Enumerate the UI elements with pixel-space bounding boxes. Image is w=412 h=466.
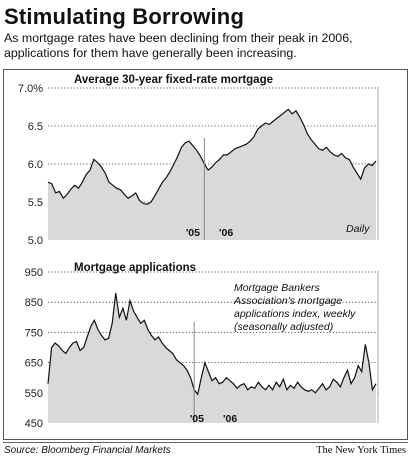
- rate-y-tick-label: 7.0%: [18, 83, 43, 95]
- rate-y-tick-label: 6.5: [28, 121, 43, 133]
- rate-chart: Average 30-year fixed-rate mortgage 5.0 5.…: [18, 74, 380, 247]
- rate-annotation: Daily: [346, 223, 370, 235]
- apps-annotation-line: Association's mortgage: [233, 295, 342, 307]
- rate-chart-title: Average 30-year fixed-rate mortgage: [74, 74, 273, 86]
- apps-annotation-line: Mortgage Bankers: [234, 282, 321, 294]
- apps-y-tick-label: 950: [25, 267, 43, 279]
- apps-chart: Mortgage applications 450 550 650 750 850 950 '…: [25, 262, 380, 430]
- rate-y-tick-label: 6.0: [28, 159, 43, 171]
- graphic-title: Stimulating Borrowing: [4, 4, 245, 29]
- footer-divider: [3, 442, 408, 443]
- apps-series-line: [47, 293, 377, 396]
- rate-x-tick-label: '05: [186, 227, 200, 239]
- credit-line: The New York Times: [316, 445, 406, 456]
- rate-series-line: [47, 108, 377, 205]
- apps-annotation-line: applications index, weekly: [234, 308, 356, 320]
- rate-x-tick-label: '06: [219, 227, 233, 239]
- apps-y-tick-label: 550: [25, 388, 43, 400]
- apps-x-tick-label: '06: [223, 413, 237, 425]
- apps-x-tick-label: '05: [190, 413, 204, 425]
- apps-area: [48, 293, 376, 423]
- apps-y-tick-label: 850: [25, 297, 43, 309]
- apps-y-tick-label: 650: [25, 358, 43, 370]
- chart-frame: [3, 69, 408, 440]
- rate-area: [48, 109, 376, 240]
- apps-y-tick-label: 450: [25, 418, 43, 430]
- apps-annotation-line: (seasonally adjusted): [234, 321, 333, 333]
- rate-y-tick-label: 5.0: [28, 235, 43, 247]
- source-note: Source: Bloomberg Financial Markets: [4, 445, 171, 456]
- graphic-subtitle: As mortgage rates have been declining fr…: [4, 31, 353, 60]
- rate-y-tick-label: 5.5: [28, 197, 43, 209]
- apps-chart-title: Mortgage applications: [74, 262, 196, 274]
- apps-y-tick-label: 750: [25, 327, 43, 339]
